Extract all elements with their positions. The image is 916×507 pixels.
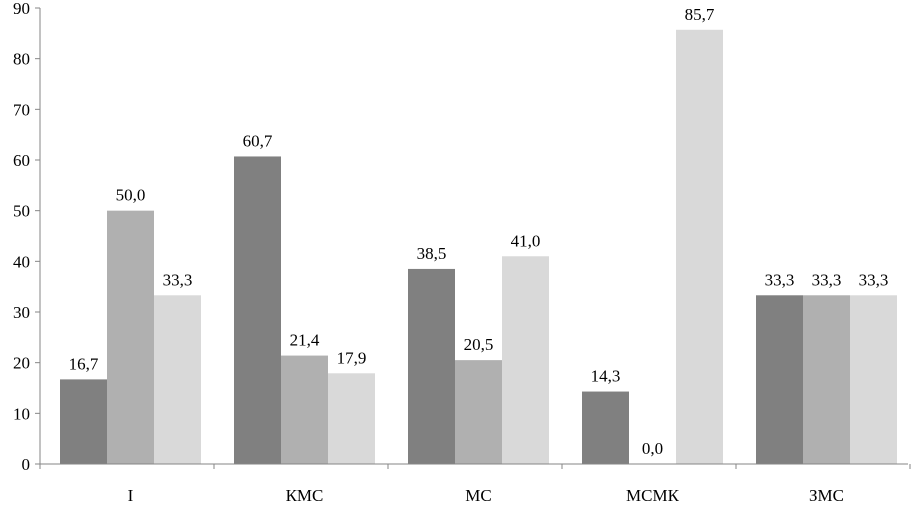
data-label: 16,7 <box>69 354 99 373</box>
data-label: 17,9 <box>337 348 367 367</box>
y-tick-label: 80 <box>13 50 30 69</box>
y-tick-label: 10 <box>13 404 30 423</box>
x-axis: I КМС МС МСМК ЗМС <box>39 463 911 505</box>
data-label: 38,5 <box>417 244 447 263</box>
data-label: 60,7 <box>243 131 273 150</box>
bar-series-2-4 <box>803 295 850 464</box>
y-tick-label: 30 <box>13 303 30 322</box>
x-category-label: ЗМС <box>809 486 844 505</box>
data-label: 50,0 <box>116 186 146 205</box>
bar-series-3-1 <box>328 373 375 464</box>
bar-series-3-4 <box>850 295 897 464</box>
data-label: 0,0 <box>642 439 663 458</box>
x-category-label: МС <box>465 486 491 505</box>
data-label: 33,3 <box>859 270 889 289</box>
bar-series-1-2 <box>408 268 455 464</box>
bar-series-2-1 <box>281 355 328 464</box>
y-tick-label: 60 <box>13 151 30 170</box>
data-label: 41,0 <box>511 231 541 250</box>
x-category-label: I <box>128 486 134 505</box>
bar-series-2-2 <box>455 360 502 464</box>
data-label: 14,3 <box>591 367 621 386</box>
x-category-label: МСМК <box>626 486 680 505</box>
data-label: 85,7 <box>685 5 715 24</box>
bar-series-1-0 <box>60 379 107 464</box>
bar-series-1-4 <box>756 295 803 464</box>
data-label: 33,3 <box>163 270 193 289</box>
data-label: 20,5 <box>464 335 494 354</box>
bar-series-3-3 <box>676 29 723 464</box>
y-tick-label: 40 <box>13 252 30 271</box>
bar-series-3-2 <box>502 256 549 464</box>
bars: 16,7 50,0 33,3 60,7 21,4 17,9 38,5 20,5 41,0 14,3… <box>60 5 897 464</box>
bar-series-3-0 <box>154 295 201 464</box>
y-tick-label: 20 <box>13 354 30 373</box>
x-category-label: КМС <box>286 486 324 505</box>
bar-series-2-0 <box>107 210 154 464</box>
bar-series-1-3 <box>582 391 629 464</box>
data-label: 21,4 <box>290 331 320 350</box>
y-tick-label: 70 <box>13 100 30 119</box>
bar-series-1-1 <box>234 156 281 464</box>
y-tick-label: 50 <box>13 202 30 221</box>
y-axis: 0 10 20 30 40 50 60 70 80 90 <box>13 0 41 474</box>
data-label: 33,3 <box>765 270 795 289</box>
data-label: 33,3 <box>812 270 842 289</box>
y-tick-label: 0 <box>22 455 31 474</box>
y-tick-label: 90 <box>13 0 30 18</box>
